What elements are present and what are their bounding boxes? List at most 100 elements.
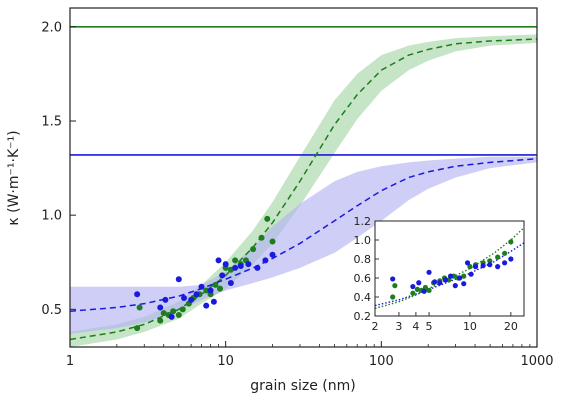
green-data-point xyxy=(179,306,186,313)
blue-data-point xyxy=(193,291,200,298)
blue-data-point xyxy=(162,296,169,303)
inset-blue-data-point xyxy=(390,276,396,282)
blue-data-point xyxy=(207,287,214,294)
blue-data-point xyxy=(269,251,276,258)
blue-data-point xyxy=(262,257,269,264)
green-data-point xyxy=(232,257,239,264)
blue-data-point xyxy=(215,257,222,264)
inset-x-tick-label: 20 xyxy=(504,320,518,333)
inset-blue-data-point xyxy=(410,283,416,290)
inset-y-tick-label: 0.6 xyxy=(354,272,372,285)
y-tick-label: 2.0 xyxy=(41,20,62,35)
green-data-point xyxy=(136,304,143,311)
inset-blue-data-point xyxy=(421,288,427,294)
inset-blue-data-point xyxy=(416,280,422,286)
green-data-point xyxy=(175,311,182,318)
blue-confidence-band xyxy=(70,156,537,334)
main-x-axis: 1 10 100 1000 xyxy=(66,341,554,369)
blue-data-point xyxy=(222,261,229,268)
main-plot-frame xyxy=(69,7,538,348)
main-confidence-bands xyxy=(70,34,537,347)
green-data-point xyxy=(264,215,271,222)
main-data-points xyxy=(134,215,276,332)
inset-plot: 2 3 4 5 10 20 0.2 0.4 0.6 0.8 1.0 1.2 xyxy=(354,215,525,333)
blue-data-point xyxy=(157,304,164,311)
x-tick-label: 1000 xyxy=(520,354,553,369)
inset-y-tick-label: 1.2 xyxy=(354,215,372,228)
inset-y-tick-label: 0.2 xyxy=(354,310,372,323)
inset-plot-frame xyxy=(374,220,525,317)
inset-blue-data-point xyxy=(457,275,463,281)
y-axis-label: κ (W·m⁻¹·K⁻¹) xyxy=(6,130,22,225)
inset-green-data-point xyxy=(502,250,508,256)
y-tick-label: 0.5 xyxy=(41,303,62,318)
inset-blue-data-point xyxy=(487,262,493,268)
green-data-point xyxy=(170,308,177,315)
inset-blue-data-point xyxy=(502,260,508,266)
inset-y-axis: 0.2 0.4 0.6 0.8 1.0 1.2 xyxy=(354,215,379,323)
x-axis-label: grain size (nm) xyxy=(250,378,355,394)
green-data-point xyxy=(134,325,141,332)
inset-y-tick-label: 0.8 xyxy=(354,253,372,266)
inset-blue-data-point xyxy=(426,269,432,275)
inset-data-points xyxy=(390,239,514,300)
inset-blue-data-point xyxy=(495,264,501,270)
blue-data-point xyxy=(219,272,226,279)
blue-data-point xyxy=(198,283,205,290)
inset-y-tick-label: 1.0 xyxy=(354,234,372,247)
main-y-axis: 0.5 1.0 1.5 2.0 xyxy=(41,20,76,318)
inset-blue-data-point xyxy=(464,260,471,266)
inset-blue-data-point xyxy=(452,283,458,289)
green-data-point xyxy=(217,285,224,292)
inset-blue-data-point xyxy=(468,271,474,277)
inset-x-tick-label: 3 xyxy=(395,320,402,333)
main-bulk-lines xyxy=(70,26,537,156)
blue-data-point xyxy=(227,279,234,286)
green-data-point xyxy=(157,317,164,324)
inset-green-data-point xyxy=(495,254,501,260)
inset-green-data-point xyxy=(414,286,420,292)
inset-x-axis: 2 3 4 5 10 20 xyxy=(372,312,518,333)
green-data-point xyxy=(212,281,219,288)
main-plot: 1 10 100 1000 0.51.01.52.0 grain size (nm) … xyxy=(6,7,554,394)
inset-background xyxy=(375,221,524,316)
inset-blue-data-point xyxy=(508,256,514,262)
inset-x-tick-label: 2 xyxy=(372,320,379,333)
blue-data-point xyxy=(134,291,141,298)
y-tick-label: 1.5 xyxy=(41,115,62,130)
blue-fit-curve xyxy=(70,157,537,312)
inset-blue-data-point xyxy=(437,280,443,286)
x-tick-label: 100 xyxy=(369,354,394,369)
blue-data-point xyxy=(245,261,252,268)
blue-data-point xyxy=(188,296,195,303)
inset-blue-data-point xyxy=(432,279,438,285)
inset-green-data-point xyxy=(461,273,467,279)
green-data-point xyxy=(203,287,210,294)
green-data-point xyxy=(160,310,167,317)
blue-data-point xyxy=(237,263,244,270)
blue-data-point xyxy=(210,298,217,305)
x-tick-label: 1 xyxy=(66,354,74,369)
inset-green-data-point xyxy=(392,283,398,289)
blue-data-point xyxy=(254,264,261,271)
green-confidence-band xyxy=(70,34,537,347)
x-tick-label: 10 xyxy=(217,354,234,369)
blue-data-point xyxy=(175,276,182,283)
green-data-point xyxy=(269,238,276,245)
inset-blue-data-point xyxy=(472,264,479,270)
blue-data-point xyxy=(181,295,188,302)
inset-y-tick-label: 0.4 xyxy=(354,291,372,304)
green-data-point xyxy=(258,234,265,241)
inset-x-tick-label: 4 xyxy=(412,320,419,333)
inset-green-data-point xyxy=(508,239,514,245)
inset-green-data-point xyxy=(467,264,473,270)
blue-data-point xyxy=(168,313,175,320)
inset-x-tick-label: 5 xyxy=(426,320,433,333)
inset-blue-data-point xyxy=(461,281,467,287)
inset-x-tick-label: 10 xyxy=(463,320,477,333)
inset-green-data-point xyxy=(410,290,416,296)
inset-green-data-point xyxy=(426,287,432,293)
inset-blue-data-point xyxy=(447,273,454,279)
blue-data-point xyxy=(232,264,239,271)
